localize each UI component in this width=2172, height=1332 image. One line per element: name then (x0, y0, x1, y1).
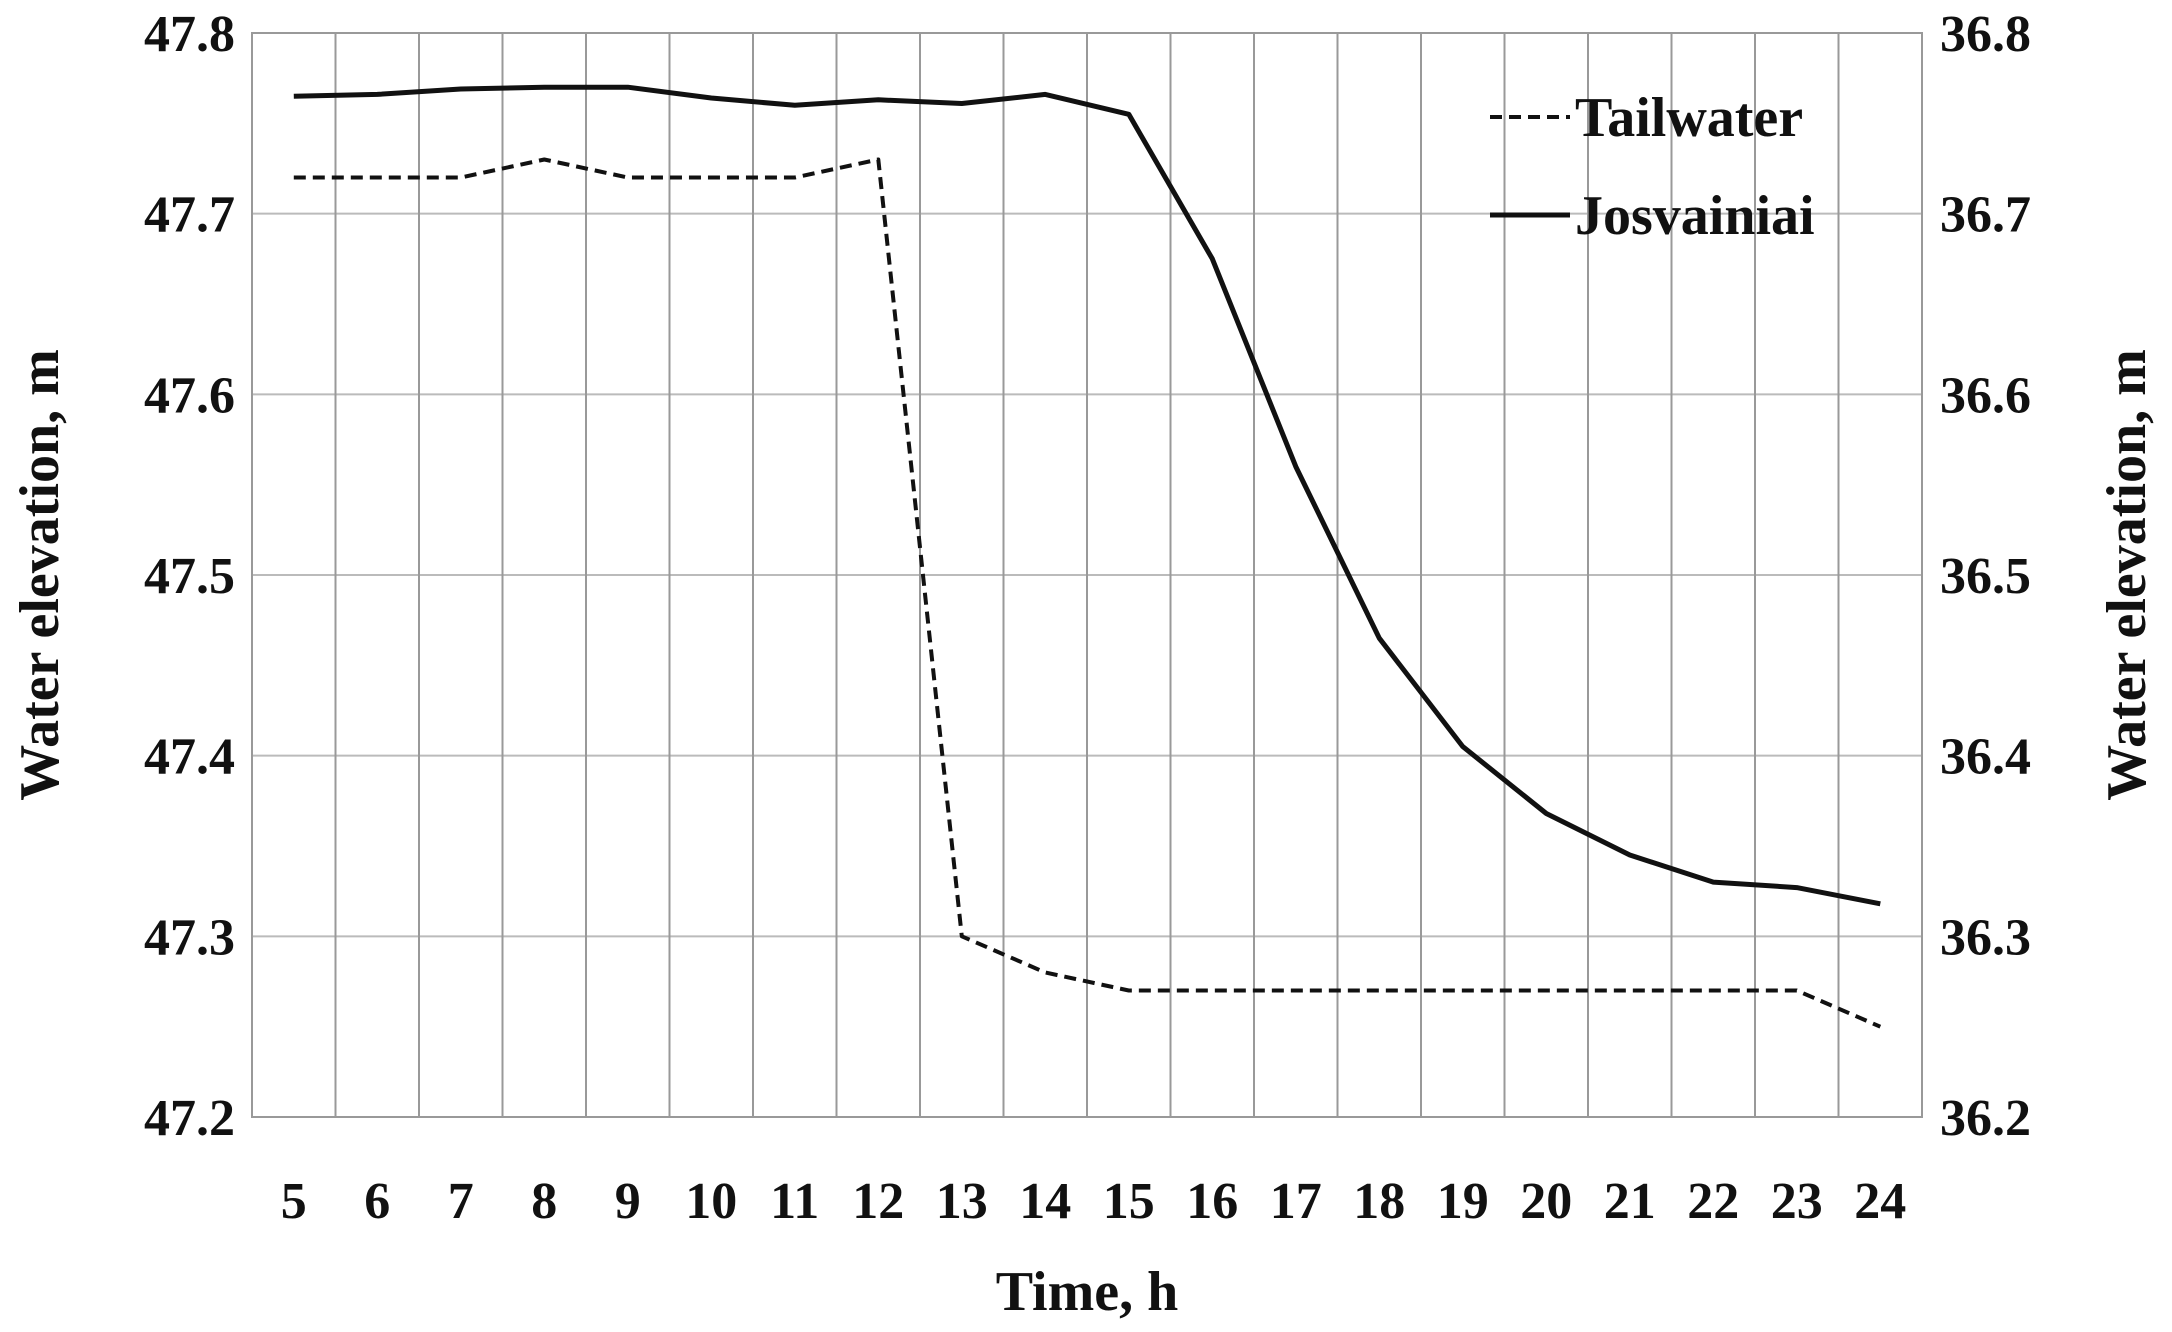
x-tick-label: 24 (1854, 1173, 1906, 1230)
left-axis-tick-labels: 47.2 47.3 47.4 47.5 47.6 47.7 47.8 (144, 6, 235, 1147)
x-tick-label: 23 (1771, 1173, 1823, 1230)
left-tick-label: 47.8 (144, 6, 235, 63)
left-tick-label: 47.3 (144, 909, 235, 966)
x-tick-label: 5 (281, 1173, 307, 1230)
left-tick-label: 47.6 (144, 367, 235, 424)
x-tick-label: 12 (852, 1173, 904, 1230)
left-tick-label: 47.4 (144, 729, 235, 786)
x-tick-label: 18 (1353, 1173, 1405, 1230)
x-tick-label: 20 (1520, 1173, 1572, 1230)
left-tick-label: 47.7 (144, 187, 235, 244)
right-tick-label: 36.3 (1940, 909, 2031, 966)
right-tick-label: 36.5 (1940, 548, 2031, 605)
left-tick-label: 47.5 (144, 548, 235, 605)
x-tick-label: 10 (685, 1173, 737, 1230)
x-tick-label: 16 (1186, 1173, 1238, 1230)
x-tick-label: 8 (531, 1173, 557, 1230)
x-axis-title: Time, h (996, 1261, 1179, 1323)
right-tick-label: 36.2 (1940, 1090, 2031, 1147)
grid-lines (252, 32, 1922, 1118)
x-tick-label: 7 (448, 1173, 474, 1230)
right-tick-label: 36.8 (1940, 6, 2031, 63)
x-tick-label: 19 (1437, 1173, 1489, 1230)
x-tick-label: 13 (936, 1173, 988, 1230)
legend-label-josvainiai: Josvainiai (1575, 185, 1815, 247)
x-tick-label: 17 (1270, 1173, 1322, 1230)
right-axis-tick-labels: 36.2 36.3 36.4 36.5 36.6 36.7 36.8 (1940, 6, 2031, 1147)
right-axis-title: Water elevation, m (2096, 349, 2158, 801)
series-line-tailwater (293, 157, 1882, 1029)
legend: Tailwater Josvainiai (1490, 87, 1815, 247)
left-axis-title: Water elevation, m (9, 349, 71, 801)
x-tick-label: 6 (364, 1173, 390, 1230)
x-tick-label: 15 (1103, 1173, 1155, 1230)
x-tick-label: 22 (1687, 1173, 1739, 1230)
x-axis-tick-labels: 5 6 7 8 9 10 11 12 13 14 15 16 17 18 19 20 21 22 23 24 (281, 1173, 1907, 1230)
series-line-josvainiai (293, 84, 1881, 907)
series-layer (293, 84, 1882, 1029)
right-tick-label: 36.4 (1940, 729, 2031, 786)
x-tick-label: 21 (1604, 1173, 1656, 1230)
plot-area-frame (251, 32, 1923, 1118)
right-tick-label: 36.6 (1940, 367, 2031, 424)
right-tick-label: 36.7 (1940, 187, 2031, 244)
x-tick-label: 11 (770, 1173, 819, 1230)
legend-label-tailwater: Tailwater (1575, 87, 1803, 149)
x-tick-label: 14 (1019, 1173, 1071, 1230)
left-tick-label: 47.2 (144, 1090, 235, 1147)
x-tick-label: 9 (615, 1173, 641, 1230)
